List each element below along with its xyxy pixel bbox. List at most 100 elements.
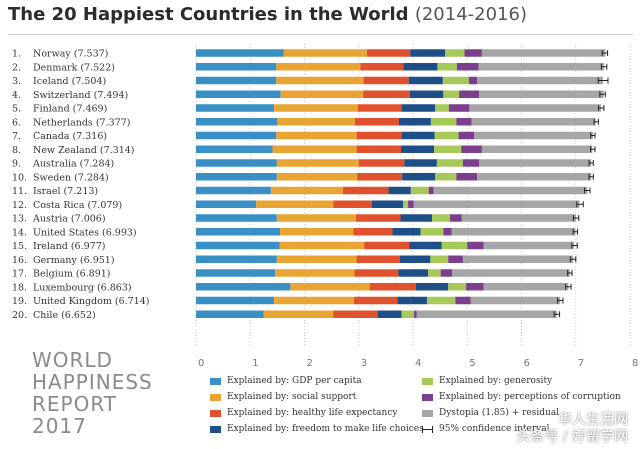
bar-segment [276, 76, 364, 85]
bar-segment [479, 159, 592, 167]
legend-swatch [422, 377, 433, 385]
bar-segment [277, 118, 355, 126]
bar-segment [449, 214, 462, 222]
bar-segment [414, 310, 417, 318]
bar-segment [354, 118, 399, 126]
bar-segment [196, 296, 275, 305]
bar-segment [196, 255, 277, 263]
bar-segment [409, 90, 444, 98]
legend-swatch [210, 425, 221, 433]
watermark-line: 华人生活网 [558, 412, 628, 428]
bar-segment [442, 76, 469, 85]
bar-segment [474, 131, 593, 140]
bar-segment [371, 200, 404, 208]
bar-segment [196, 200, 257, 208]
bar-segment [413, 200, 580, 208]
world-happiness-report-logo: WORLD HAPPINESS REPORT 2017 [32, 349, 153, 437]
bar-segment [333, 200, 372, 208]
bar-segment [196, 76, 277, 85]
bar-segment [483, 241, 574, 250]
bar-segment [397, 296, 428, 305]
bar-segment [274, 296, 354, 305]
country-rank: 15. [12, 241, 27, 252]
legend-item: Explained by: perceptions of corruption [422, 391, 621, 403]
bar-segment [456, 118, 472, 126]
bar-segment [366, 49, 411, 57]
bar-segment [263, 310, 334, 318]
country-label: Chile (6.652) [33, 310, 96, 321]
bar-segment [196, 131, 277, 140]
legend-label: 95% confidence interval [439, 424, 550, 434]
brand-line: WORLD [32, 348, 113, 372]
bar-segment [358, 159, 405, 167]
country-rank: 8. [12, 145, 21, 156]
bar-segment [467, 241, 484, 250]
bar-segment [196, 63, 277, 71]
country-label: Ireland (6.977) [33, 241, 105, 252]
brand-line: REPORT [32, 392, 117, 416]
bar-segment [272, 145, 357, 153]
chart-title: The 20 Happiest Countries in the World (… [8, 4, 527, 25]
legend-swatch [422, 409, 433, 417]
bar-segment [455, 296, 471, 305]
bar-segment [276, 255, 357, 263]
legend-label: Explained by: social support [227, 392, 357, 402]
bar-segment [448, 283, 467, 291]
country-rank: 6. [12, 117, 21, 128]
x-tick-label: 0 [198, 358, 204, 369]
bar-segment [196, 310, 264, 318]
country-rank: 16. [12, 255, 27, 266]
bar-segment [478, 63, 605, 71]
bar-segment [402, 173, 436, 181]
country-rank: 1. [12, 49, 21, 60]
bar-segment [435, 104, 449, 112]
bar-segment [410, 49, 446, 57]
bar-segment [448, 104, 470, 112]
legend-item: Explained by: healthy life expectancy [210, 407, 397, 419]
bar-segment [276, 159, 359, 167]
country-rank: 11. [12, 186, 27, 197]
country-rank: 9. [12, 159, 21, 170]
bar-segment [357, 173, 403, 181]
bar-segment [466, 283, 484, 291]
bar-segment [364, 241, 410, 250]
country-rank: 20. [12, 310, 27, 321]
bar-segment [436, 159, 463, 167]
x-tick-label: 4 [415, 358, 421, 369]
title-divider [8, 34, 633, 35]
country-rank: 4. [12, 90, 21, 101]
bar-segment [456, 173, 478, 181]
bar-segment [256, 200, 334, 208]
bar-segment [428, 269, 441, 277]
bar-segment [433, 186, 588, 195]
x-tick-label: 1 [252, 358, 258, 369]
x-tick-label: 5 [469, 358, 475, 369]
chart-title-years: (2014-2016) [414, 4, 527, 25]
bar-segment [196, 49, 284, 57]
bar-segment [274, 104, 358, 112]
legend-swatch [210, 393, 221, 401]
x-tick-label: 7 [578, 358, 584, 369]
bar-segment [459, 90, 480, 98]
bar-segment [343, 186, 389, 195]
bar-segment [408, 76, 443, 85]
watermark-line: 头条号 / 好留学网 [516, 429, 628, 445]
country-label: Germany (6.951) [33, 255, 115, 266]
country-rank: 3. [12, 76, 21, 87]
bar-segment [401, 131, 435, 140]
bar-segment [410, 186, 429, 195]
country-label: Australia (7.284) [32, 159, 114, 170]
bar-segment [401, 310, 415, 318]
bar-segment [276, 63, 361, 71]
bar-segment [363, 90, 410, 98]
country-rank: 10. [12, 172, 27, 183]
country-rank: 17. [12, 269, 27, 280]
bar-segment [356, 145, 402, 153]
bar-segment [477, 173, 592, 181]
country-label: United Kingdom (6.714) [33, 296, 149, 307]
country-label: Belgium (6.891) [33, 269, 111, 280]
bar-segment [445, 49, 465, 57]
country-label: Norway (7.537) [33, 49, 108, 60]
bar-segment [415, 283, 449, 291]
